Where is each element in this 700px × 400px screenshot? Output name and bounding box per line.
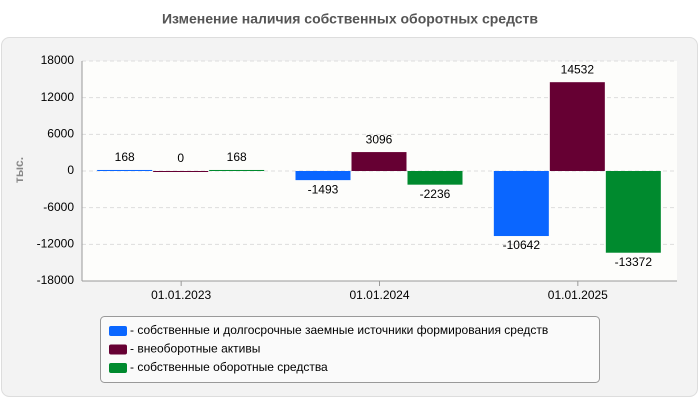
legend-swatch <box>109 326 127 336</box>
x-tick-label: 01.01.2025 <box>548 288 608 302</box>
bar <box>493 171 549 237</box>
bar <box>407 171 463 185</box>
legend-swatch <box>109 344 127 355</box>
bar <box>209 169 265 171</box>
legend-swatch <box>109 363 127 373</box>
bar <box>351 152 407 171</box>
value-label: 168 <box>115 150 135 164</box>
legend <box>100 316 600 383</box>
value-label: 168 <box>227 150 247 164</box>
chart-title: Изменение наличия собственных оборотных … <box>162 11 538 27</box>
bar <box>295 171 351 181</box>
value-label: -10642 <box>503 238 541 252</box>
legend-label: - собственные и долгосрочные заемные ист… <box>130 323 548 337</box>
bar <box>549 82 605 171</box>
x-tick-label: 01.01.2024 <box>349 288 409 302</box>
y-tick-label: 6000 <box>47 127 74 141</box>
y-tick-label: -18000 <box>37 273 75 287</box>
legend-label: - собственные оборотные средства <box>130 360 328 374</box>
y-tick-label: 12000 <box>41 90 75 104</box>
value-label: 0 <box>177 151 184 165</box>
bar <box>97 169 153 171</box>
value-label: 14532 <box>561 62 595 76</box>
y-tick-label: -6000 <box>43 200 74 214</box>
y-tick-label: 18000 <box>41 53 75 67</box>
value-label: -1493 <box>308 182 339 196</box>
y-axis-label: тыс. <box>12 157 26 183</box>
bar <box>153 171 209 172</box>
value-label: 3096 <box>366 132 393 146</box>
value-label: -13372 <box>615 255 653 269</box>
value-label: -2236 <box>420 187 451 201</box>
bar <box>605 171 661 253</box>
x-tick-label: 01.01.2023 <box>151 288 211 302</box>
y-tick-label: 0 <box>67 163 74 177</box>
y-tick-label: -12000 <box>37 237 75 251</box>
legend-label: - внеоборотные активы <box>130 342 260 356</box>
